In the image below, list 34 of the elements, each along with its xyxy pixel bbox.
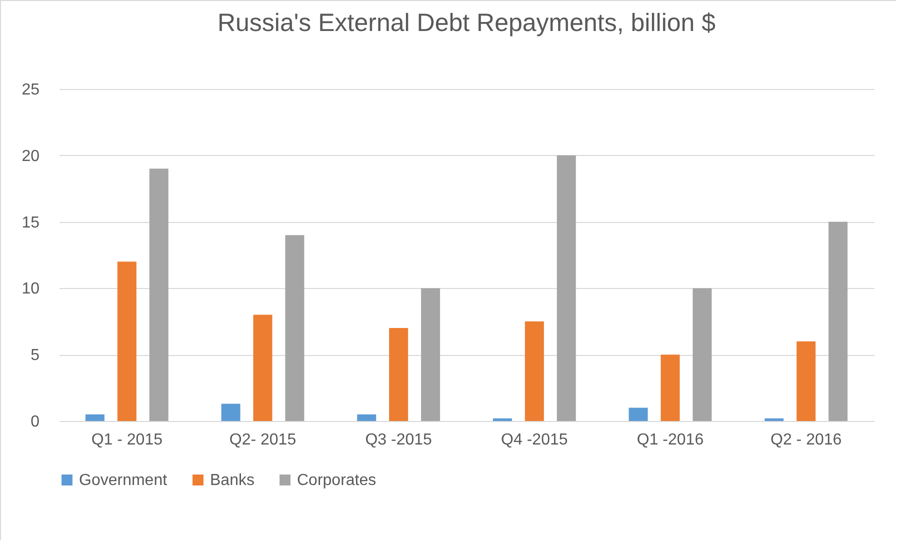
bar xyxy=(556,155,576,421)
bar xyxy=(764,418,784,421)
bar xyxy=(253,314,272,421)
bar xyxy=(628,408,648,421)
x-tick-label: Q4 -2015 xyxy=(501,432,568,448)
bar xyxy=(492,418,512,421)
bar xyxy=(357,414,376,421)
legend-label: Government xyxy=(79,472,168,489)
legend-label: Corporates xyxy=(297,472,376,489)
chart-title: Russia's External Debt Repayments, billion $ xyxy=(217,9,716,37)
legend-label: Banks xyxy=(210,472,254,489)
bar xyxy=(117,262,136,421)
bar xyxy=(692,288,712,421)
y-tick-label: 5 xyxy=(30,347,40,364)
y-tick-label: 20 xyxy=(22,148,40,165)
x-tick-label: Q1 -2016 xyxy=(636,432,704,448)
y-tick-label: 10 xyxy=(22,280,40,298)
bar xyxy=(149,168,168,421)
x-tick-label: Q1 - 2015 xyxy=(91,432,163,448)
bar xyxy=(796,341,816,421)
bar xyxy=(285,235,304,421)
y-tick-label: 15 xyxy=(22,214,40,232)
x-tick-label: Q2 - 2016 xyxy=(770,432,842,448)
y-tick-label: 0 xyxy=(30,414,40,430)
bar xyxy=(389,328,408,421)
bar xyxy=(660,354,680,421)
x-tick-label: Q2- 2015 xyxy=(229,432,296,448)
bar xyxy=(221,404,240,421)
y-tick-label: 25 xyxy=(22,82,40,98)
bar xyxy=(524,321,544,421)
x-tick-label: Q3 -2015 xyxy=(365,432,432,448)
bar xyxy=(421,288,440,421)
bar xyxy=(85,414,104,421)
bar xyxy=(828,222,848,421)
